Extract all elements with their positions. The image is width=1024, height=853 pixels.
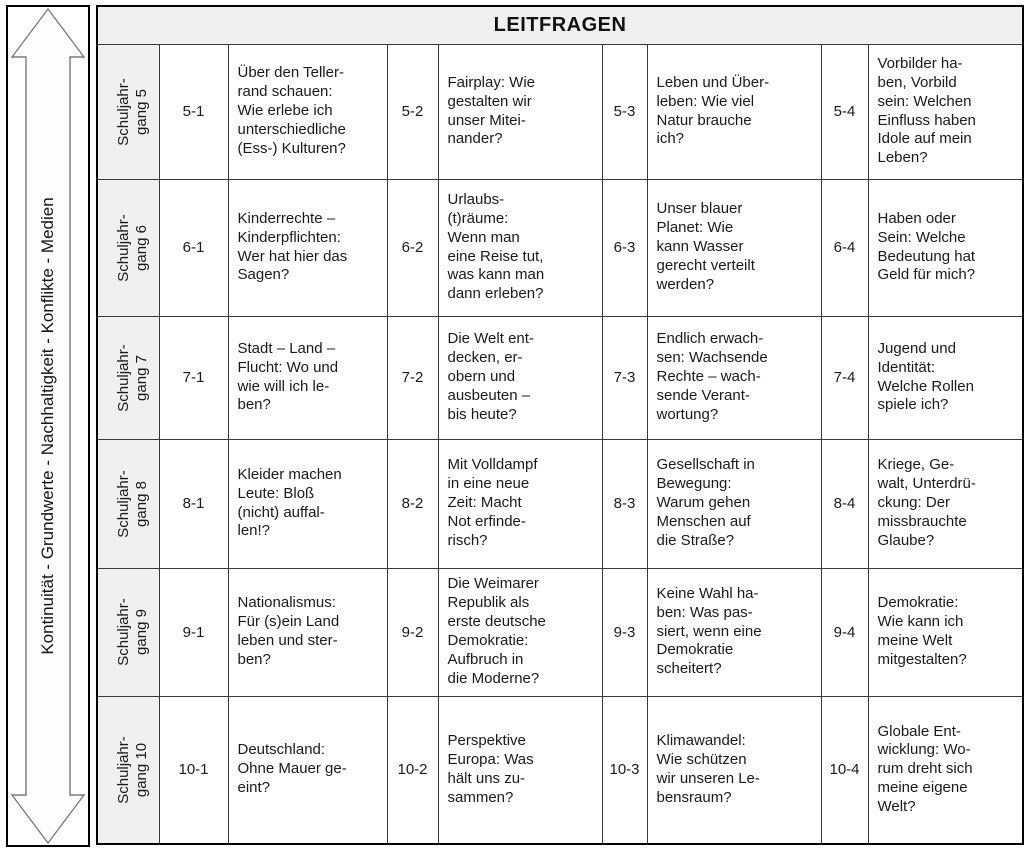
topic-text: Nationalismus: Für (s)ein Land leben und… — [227, 567, 388, 697]
topic-text: Demokratie: Wie kann ich meine Welt mitg… — [867, 567, 1024, 697]
year-label-cell: Schuljahr- gang 10 — [96, 695, 160, 845]
themes-arrow-panel: Kontinuität - Grundwerte - Nachhaltigkei… — [6, 5, 90, 847]
topic-text: Über den Teller- rand schauen: Wie erleb… — [227, 43, 388, 180]
double-arrow-icon — [10, 7, 86, 845]
topic-code: 9-2 — [386, 567, 439, 697]
topic-text: Die Weimarer Republik als erste deutsche… — [437, 567, 603, 697]
table-row-grade6: Schuljahr- gang 6 6-1 Kinderrechte – Kin… — [96, 178, 1024, 317]
topic-code: 10-1 — [158, 695, 229, 845]
topic-text: Globale Ent- wicklung: Wo- rum dreht sic… — [867, 695, 1024, 845]
topic-text: Deutschland: Ohne Mauer ge- eint? — [227, 695, 388, 845]
topic-text: Die Welt ent- decken, er- obern und ausb… — [437, 315, 603, 440]
topic-code: 5-3 — [601, 43, 648, 180]
topic-code: 8-4 — [820, 438, 869, 569]
year-label: Schuljahr- gang 10 — [114, 735, 150, 804]
topic-code: 6-4 — [820, 178, 869, 317]
table-row-grade8: Schuljahr- gang 8 8-1 Kleider machen Leu… — [96, 438, 1024, 569]
year-label-cell: Schuljahr- gang 9 — [96, 567, 160, 697]
topic-code: 8-2 — [386, 438, 439, 569]
year-label: Schuljahr- gang 5 — [114, 77, 150, 146]
topic-text: Stadt – Land – Flucht: Wo und wie will i… — [227, 315, 388, 440]
topic-code: 5-4 — [820, 43, 869, 180]
topic-text: Kleider machen Leute: Bloß (nicht) auffa… — [227, 438, 388, 569]
year-label-cell: Schuljahr- gang 8 — [96, 438, 160, 569]
topic-code: 7-3 — [601, 315, 648, 440]
table-row-grade10: Schuljahr- gang 10 10-1 Deutschland: Ohn… — [96, 695, 1024, 845]
table-header-row: LEITFRAGEN — [96, 5, 1024, 45]
topic-code: 6-2 — [386, 178, 439, 317]
year-label: Schuljahr- gang 9 — [114, 598, 150, 666]
topic-code: 8-3 — [601, 438, 648, 569]
year-label: Schuljahr- gang 7 — [114, 343, 150, 412]
year-label-cell: Schuljahr- gang 5 — [96, 43, 160, 180]
year-label: Schuljahr- gang 6 — [114, 213, 150, 282]
year-label-cell: Schuljahr- gang 6 — [96, 178, 160, 317]
topic-code: 5-1 — [158, 43, 229, 180]
topic-code: 6-3 — [601, 178, 648, 317]
topic-code: 9-1 — [158, 567, 229, 697]
topic-code: 10-4 — [820, 695, 869, 845]
year-label: Schuljahr- gang 8 — [114, 469, 150, 538]
topic-text: Endlich erwach- sen: Wachsende Rechte – … — [646, 315, 822, 440]
topic-text: Leben und Über- leben: Wie viel Natur br… — [646, 43, 822, 180]
topic-code: 7-1 — [158, 315, 229, 440]
table-row-grade9: Schuljahr- gang 9 9-1 Nationalismus: Für… — [96, 567, 1024, 697]
themes-arrow-label: Kontinuität - Grundwerte - Nachhaltigkei… — [38, 197, 57, 655]
topic-text: Klimawandel: Wie schützen wir unseren Le… — [646, 695, 822, 845]
table-row-grade5: Schuljahr- gang 5 5-1 Über den Teller- r… — [96, 43, 1024, 180]
topic-text: Mit Volldampf in eine neue Zeit: Macht N… — [437, 438, 603, 569]
topic-text: Gesellschaft in Bewegung: Warum gehen Me… — [646, 438, 822, 569]
table-row-grade7: Schuljahr- gang 7 7-1 Stadt – Land – Flu… — [96, 315, 1024, 440]
topic-code: 5-2 — [386, 43, 439, 180]
year-label-cell: Schuljahr- gang 7 — [96, 315, 160, 440]
topic-code: 9-3 — [601, 567, 648, 697]
topic-code: 8-1 — [158, 438, 229, 569]
topic-text: Perspektive Europa: Was hält uns zu- sam… — [437, 695, 603, 845]
topic-text: Fairplay: Wie gestalten wir unser Mitei-… — [437, 43, 603, 180]
topic-text: Urlaubs- (t)räume: Wenn man eine Reise t… — [437, 178, 603, 317]
topic-text: Vorbilder ha- ben, Vorbild sein: Welchen… — [867, 43, 1024, 180]
topic-text: Keine Wahl ha- ben: Was pas- siert, wenn… — [646, 567, 822, 697]
topic-text: Kinderrechte – Kinderpflichten: Wer hat … — [227, 178, 388, 317]
topic-code: 7-2 — [386, 315, 439, 440]
topic-text: Haben oder Sein: Welche Bedeutung hat Ge… — [867, 178, 1024, 317]
topic-text: Jugend und Identität: Welche Rollen spie… — [867, 315, 1024, 440]
topic-code: 10-2 — [386, 695, 439, 845]
table-title: LEITFRAGEN — [96, 5, 1024, 45]
topic-code: 10-3 — [601, 695, 648, 845]
topic-text: Kriege, Ge- walt, Unterdrü- ckung: Der m… — [867, 438, 1024, 569]
topic-code: 6-1 — [158, 178, 229, 317]
topic-code: 9-4 — [820, 567, 869, 697]
leitfragen-table: LEITFRAGEN Schuljahr- gang 5 5-1 Über de… — [96, 5, 1024, 845]
topic-text: Unser blauer Planet: Wie kann Wasser ger… — [646, 178, 822, 317]
topic-code: 7-4 — [820, 315, 869, 440]
